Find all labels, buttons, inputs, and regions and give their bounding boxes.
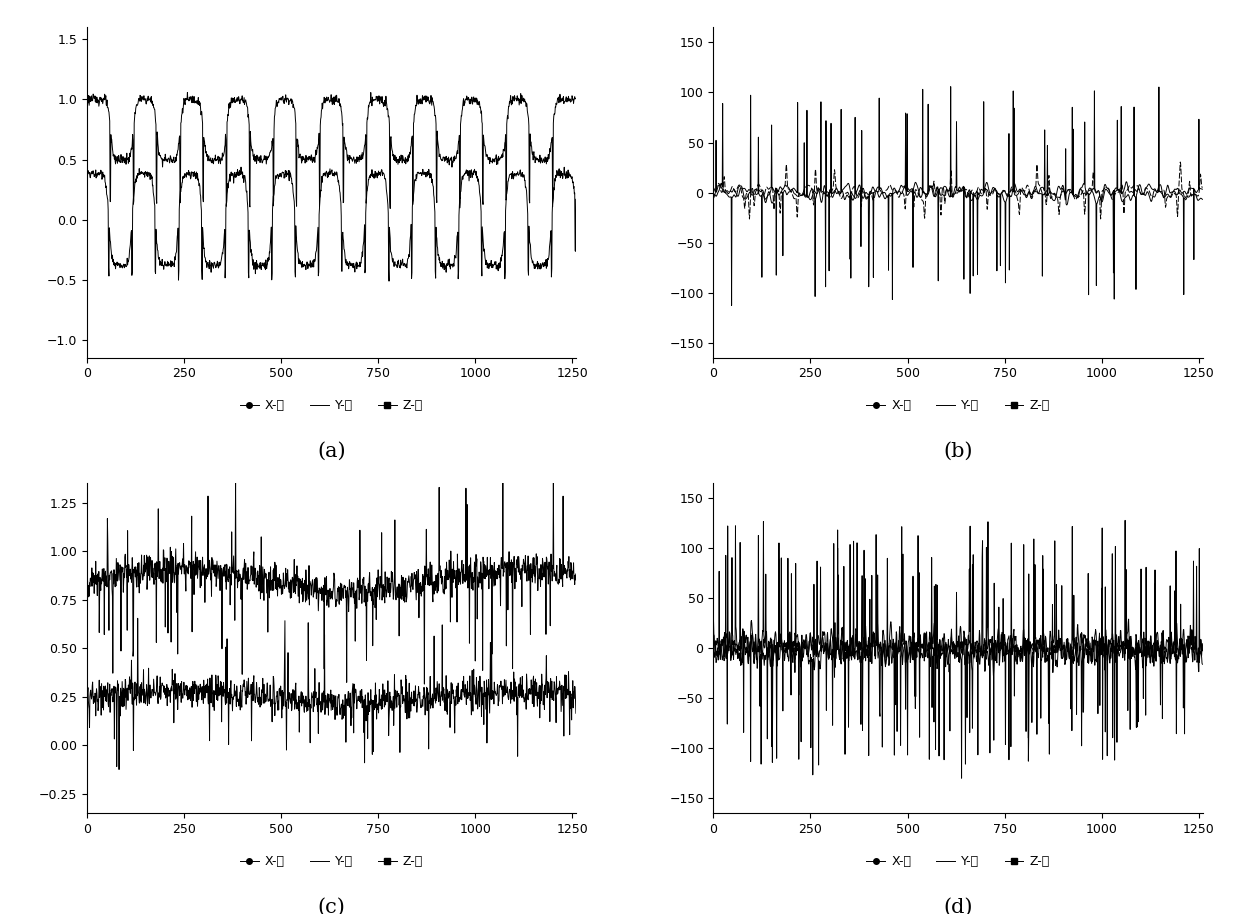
Text: (a): (a) <box>317 441 346 461</box>
Legend: X-轴, Y-轴, Z-轴: X-轴, Y-轴, Z-轴 <box>234 395 428 418</box>
Legend: X-轴, Y-轴, Z-轴: X-轴, Y-轴, Z-轴 <box>862 395 1055 418</box>
Text: (d): (d) <box>944 898 973 914</box>
Text: (b): (b) <box>944 441 973 461</box>
Text: (c): (c) <box>317 898 346 914</box>
Legend: X-轴, Y-轴, Z-轴: X-轴, Y-轴, Z-轴 <box>862 850 1055 873</box>
Legend: X-轴, Y-轴, Z-轴: X-轴, Y-轴, Z-轴 <box>234 850 428 873</box>
